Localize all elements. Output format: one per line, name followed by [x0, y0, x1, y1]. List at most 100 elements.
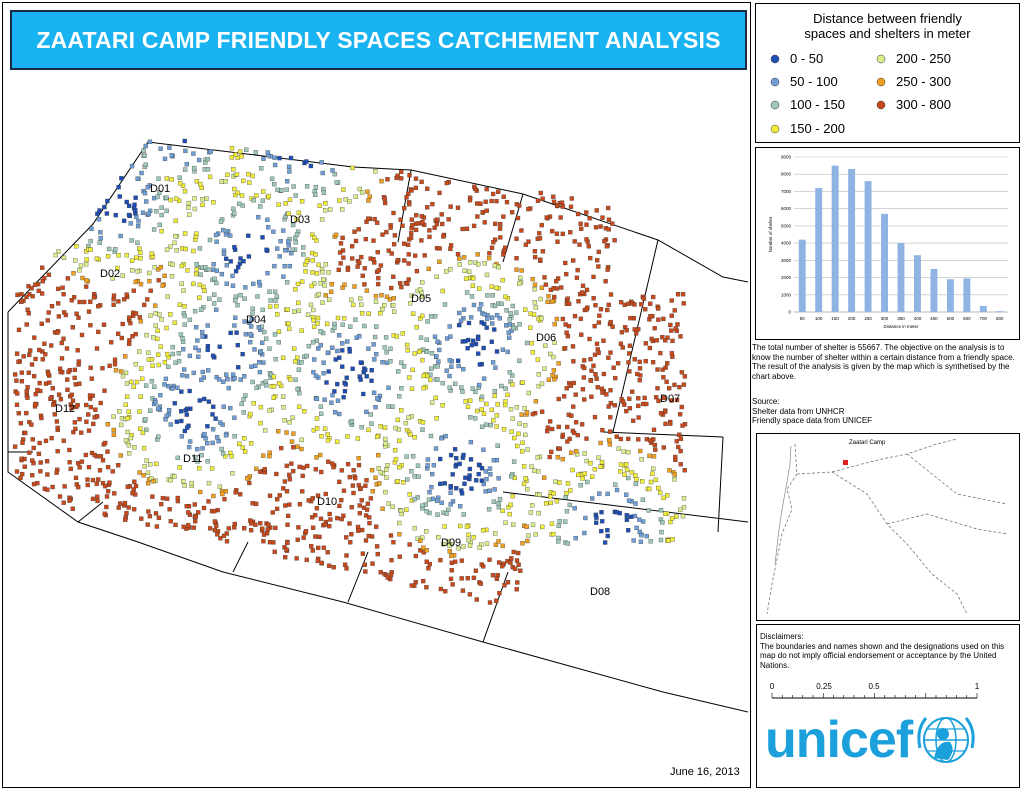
shelter-point: [525, 447, 530, 452]
shelter-point: [557, 480, 562, 485]
shelter-point: [620, 345, 625, 350]
shelter-point: [424, 559, 429, 564]
shelter-point: [510, 303, 516, 309]
shelter-point: [153, 511, 159, 516]
shelter-point: [318, 452, 323, 458]
shelter-point: [530, 522, 536, 527]
shelter-point: [353, 238, 359, 244]
shelter-point: [642, 395, 647, 401]
shelter-point: [511, 325, 517, 331]
shelter-point: [180, 183, 186, 188]
shelter-point: [358, 296, 363, 301]
shelter-point: [679, 404, 684, 410]
shelter-point: [352, 284, 357, 289]
chart-bar: [897, 243, 905, 312]
shelter-point: [342, 316, 347, 321]
shelter-point: [263, 383, 269, 388]
shelter-point: [667, 468, 672, 473]
shelter-point: [355, 524, 361, 530]
shelter-point: [266, 193, 271, 199]
shelter-point: [422, 253, 427, 258]
shelter-point: [181, 347, 186, 352]
shelter-point: [452, 447, 458, 452]
shelter-point: [457, 256, 462, 261]
shelter-point: [214, 307, 219, 312]
shelter-point: [66, 369, 71, 375]
shelter-point: [314, 271, 320, 276]
shelter-point: [288, 155, 294, 161]
shelter-point: [584, 222, 589, 227]
shelter-point: [180, 336, 185, 341]
shelter-point: [219, 446, 224, 452]
shelter-point: [290, 222, 296, 228]
shelter-point: [265, 527, 270, 532]
shelter-point: [359, 311, 365, 316]
shelter-point: [349, 505, 354, 510]
shelter-point: [56, 314, 62, 319]
shelter-point: [326, 270, 331, 275]
shelter-point: [418, 548, 423, 553]
shelter-point: [77, 299, 82, 305]
shelter-point: [159, 317, 164, 322]
shelter-point: [544, 501, 549, 506]
shelter-point: [168, 312, 173, 317]
shelter-point: [510, 493, 515, 499]
shelter-point: [647, 453, 652, 459]
shelter-point: [183, 148, 188, 154]
shelter-point: [138, 394, 143, 399]
shelter-point: [435, 377, 440, 382]
shelter-point: [308, 302, 314, 308]
shelter-point: [83, 452, 89, 458]
shelter-point: [58, 369, 63, 375]
shelter-point: [418, 538, 423, 543]
shelter-point: [172, 401, 177, 406]
chart-bar: [979, 305, 987, 312]
shelter-point: [195, 338, 200, 343]
shelter-point: [621, 449, 626, 454]
shelter-point: [205, 323, 210, 328]
shelter-point: [77, 465, 82, 470]
shelter-point: [590, 474, 595, 479]
shelter-point: [229, 146, 235, 151]
shelter-point: [448, 334, 453, 339]
shelter-point: [163, 417, 168, 422]
shelter-point: [19, 456, 24, 461]
shelter-point: [528, 311, 533, 316]
shelter-point: [424, 349, 430, 354]
shelter-point: [308, 163, 314, 169]
shelter-point: [528, 325, 533, 330]
shelter-point: [76, 484, 81, 490]
district-label: D09: [441, 537, 461, 549]
shelter-point: [69, 392, 74, 397]
shelter-point: [135, 269, 140, 274]
shelter-point: [283, 201, 288, 206]
shelter-point: [129, 379, 134, 385]
shelter-point: [663, 365, 668, 370]
shelter-point: [397, 554, 402, 559]
shelter-point: [555, 239, 560, 244]
shelter-point: [317, 203, 322, 208]
shelter-point: [349, 297, 354, 303]
source-line-unicef: Friendly space data from UNICEF: [752, 416, 873, 425]
shelter-point: [116, 463, 121, 468]
shelter-point: [554, 316, 560, 322]
shelter-point: [516, 431, 521, 437]
shelter-point: [535, 455, 540, 460]
shelter-point: [328, 207, 333, 212]
shelter-point: [236, 365, 241, 370]
shelter-point: [420, 357, 425, 363]
shelter-point: [143, 417, 148, 422]
shelter-point: [551, 199, 557, 204]
shelter-point: [330, 392, 335, 398]
shelter-point: [479, 466, 485, 471]
shelter-point: [173, 234, 178, 239]
shelter-point: [510, 373, 515, 378]
shelter-point: [335, 348, 340, 354]
shelter-point: [382, 425, 388, 430]
shelter-point: [115, 265, 120, 271]
shelter-point: [496, 476, 501, 481]
shelter-point: [55, 286, 61, 292]
shelter-point: [311, 307, 316, 313]
shelter-point: [573, 392, 578, 397]
shelter-point: [326, 563, 332, 568]
